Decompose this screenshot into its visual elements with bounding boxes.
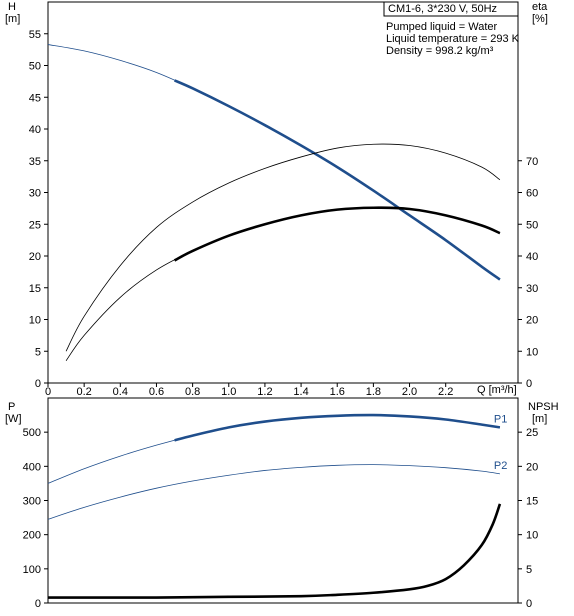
x-tick-label: 1.0 (221, 386, 236, 398)
upper-right-tick-label: 10 (526, 346, 538, 358)
lower-left-tick-label: 100 (23, 564, 41, 576)
upper-left-axis-unit: [m] (5, 13, 20, 25)
lower-left-tick-label: 300 (23, 496, 41, 508)
series-P2-label: P2 (494, 460, 507, 472)
lower-right-tick-label: 15 (526, 496, 538, 508)
lower-left-axis-label: P (8, 401, 15, 413)
x-tick-label: 0.6 (149, 386, 164, 398)
annotation-liquid: Pumped liquid = Water (386, 21, 498, 33)
lower-right-tick-label: 20 (526, 461, 538, 473)
upper-right-axis-unit: [%] (532, 13, 548, 25)
x-tick-label: 0.8 (185, 386, 200, 398)
upper-left-tick-label: 10 (29, 315, 41, 327)
series-P1-label: P1 (494, 413, 507, 425)
upper-panel-frame (47, 1, 519, 384)
x-axis-label: Q [m³/h] (477, 384, 517, 396)
upper-right-tick-label: 40 (526, 251, 538, 263)
x-tick-label: 2.0 (402, 386, 417, 398)
lower-right-tick-label: 25 (526, 427, 538, 439)
lower-left-tick-label: 200 (23, 530, 41, 542)
lower-panel-frame (47, 397, 519, 604)
chart-title: CM1-6, 3*230 V, 50Hz (388, 3, 497, 15)
upper-right-tick-label: 0 (526, 378, 532, 390)
lower-left-tick-label: 400 (23, 461, 41, 473)
series-H-operating-range (174, 79, 501, 281)
upper-left-tick-label: 15 (29, 283, 41, 295)
lower-right-axis-label: NPSH (528, 401, 559, 413)
lower-left-tick-label: 0 (35, 598, 41, 610)
upper-right-tick-label: 20 (526, 315, 538, 327)
annotation-density: Density = 998.2 kg/m³ (386, 45, 494, 57)
x-tick-label: 0 (45, 386, 51, 398)
x-tick-label: 1.4 (293, 386, 308, 398)
upper-left-tick-label: 5 (35, 346, 41, 358)
x-tick-label: 1.6 (330, 386, 345, 398)
x-tick-label: 1.8 (366, 386, 381, 398)
series-P2-curve (47, 464, 500, 520)
lower-left-axis-unit: [W] (5, 413, 22, 425)
upper-right-tick-label: 70 (526, 156, 538, 168)
series-P1-operating-range (174, 413, 501, 442)
series-NPSH-operating-range (47, 503, 502, 599)
series-H-curve (47, 44, 501, 280)
upper-right-tick-label: 60 (526, 188, 538, 200)
upper-ticks: 0 5 10 15 20 25 30 35 40 45 50 55 0 10 20 30 40 50 60 70 0 0.… (29, 29, 539, 398)
lower-right-axis-unit: [m] (532, 413, 547, 425)
upper-left-tick-label: 55 (29, 29, 41, 41)
lower-right-tick-label: 5 (526, 564, 532, 576)
upper-left-tick-label: 20 (29, 251, 41, 263)
upper-left-tick-label: 30 (29, 188, 41, 200)
x-tick-label: 0.4 (113, 386, 128, 398)
upper-right-axis-label: eta (532, 1, 548, 13)
series-eta-lower-operating-range (173, 206, 501, 262)
upper-left-axis-label: H (8, 1, 16, 13)
lower-left-tick-label: 500 (23, 427, 41, 439)
upper-left-tick-label: 50 (29, 61, 41, 73)
x-tick-label: 2.2 (438, 386, 453, 398)
lower-series: P1 P2 (47, 413, 507, 599)
series-eta-lower-curve (65, 207, 501, 362)
upper-left-tick-label: 25 (29, 219, 41, 231)
annotation-temperature: Liquid temperature = 293 K (386, 33, 520, 45)
upper-left-tick-label: 40 (29, 124, 41, 136)
lower-ticks: 0 100 200 300 400 500 0 5 10 15 20 25 (23, 427, 539, 610)
upper-right-tick-label: 50 (526, 219, 538, 231)
upper-left-tick-label: 45 (29, 92, 41, 104)
upper-left-tick-label: 35 (29, 156, 41, 168)
lower-right-tick-label: 10 (526, 530, 538, 542)
upper-left-tick-label: 0 (35, 378, 41, 390)
series-eta-upper-curve (65, 143, 501, 352)
title-box (383, 1, 519, 17)
x-tick-label: 0.2 (77, 386, 92, 398)
upper-series (47, 44, 501, 362)
x-tick-label: 1.2 (257, 386, 272, 398)
lower-right-tick-label: 0 (526, 598, 532, 610)
series-P1-curve (47, 414, 500, 484)
upper-right-tick-label: 30 (526, 283, 538, 295)
